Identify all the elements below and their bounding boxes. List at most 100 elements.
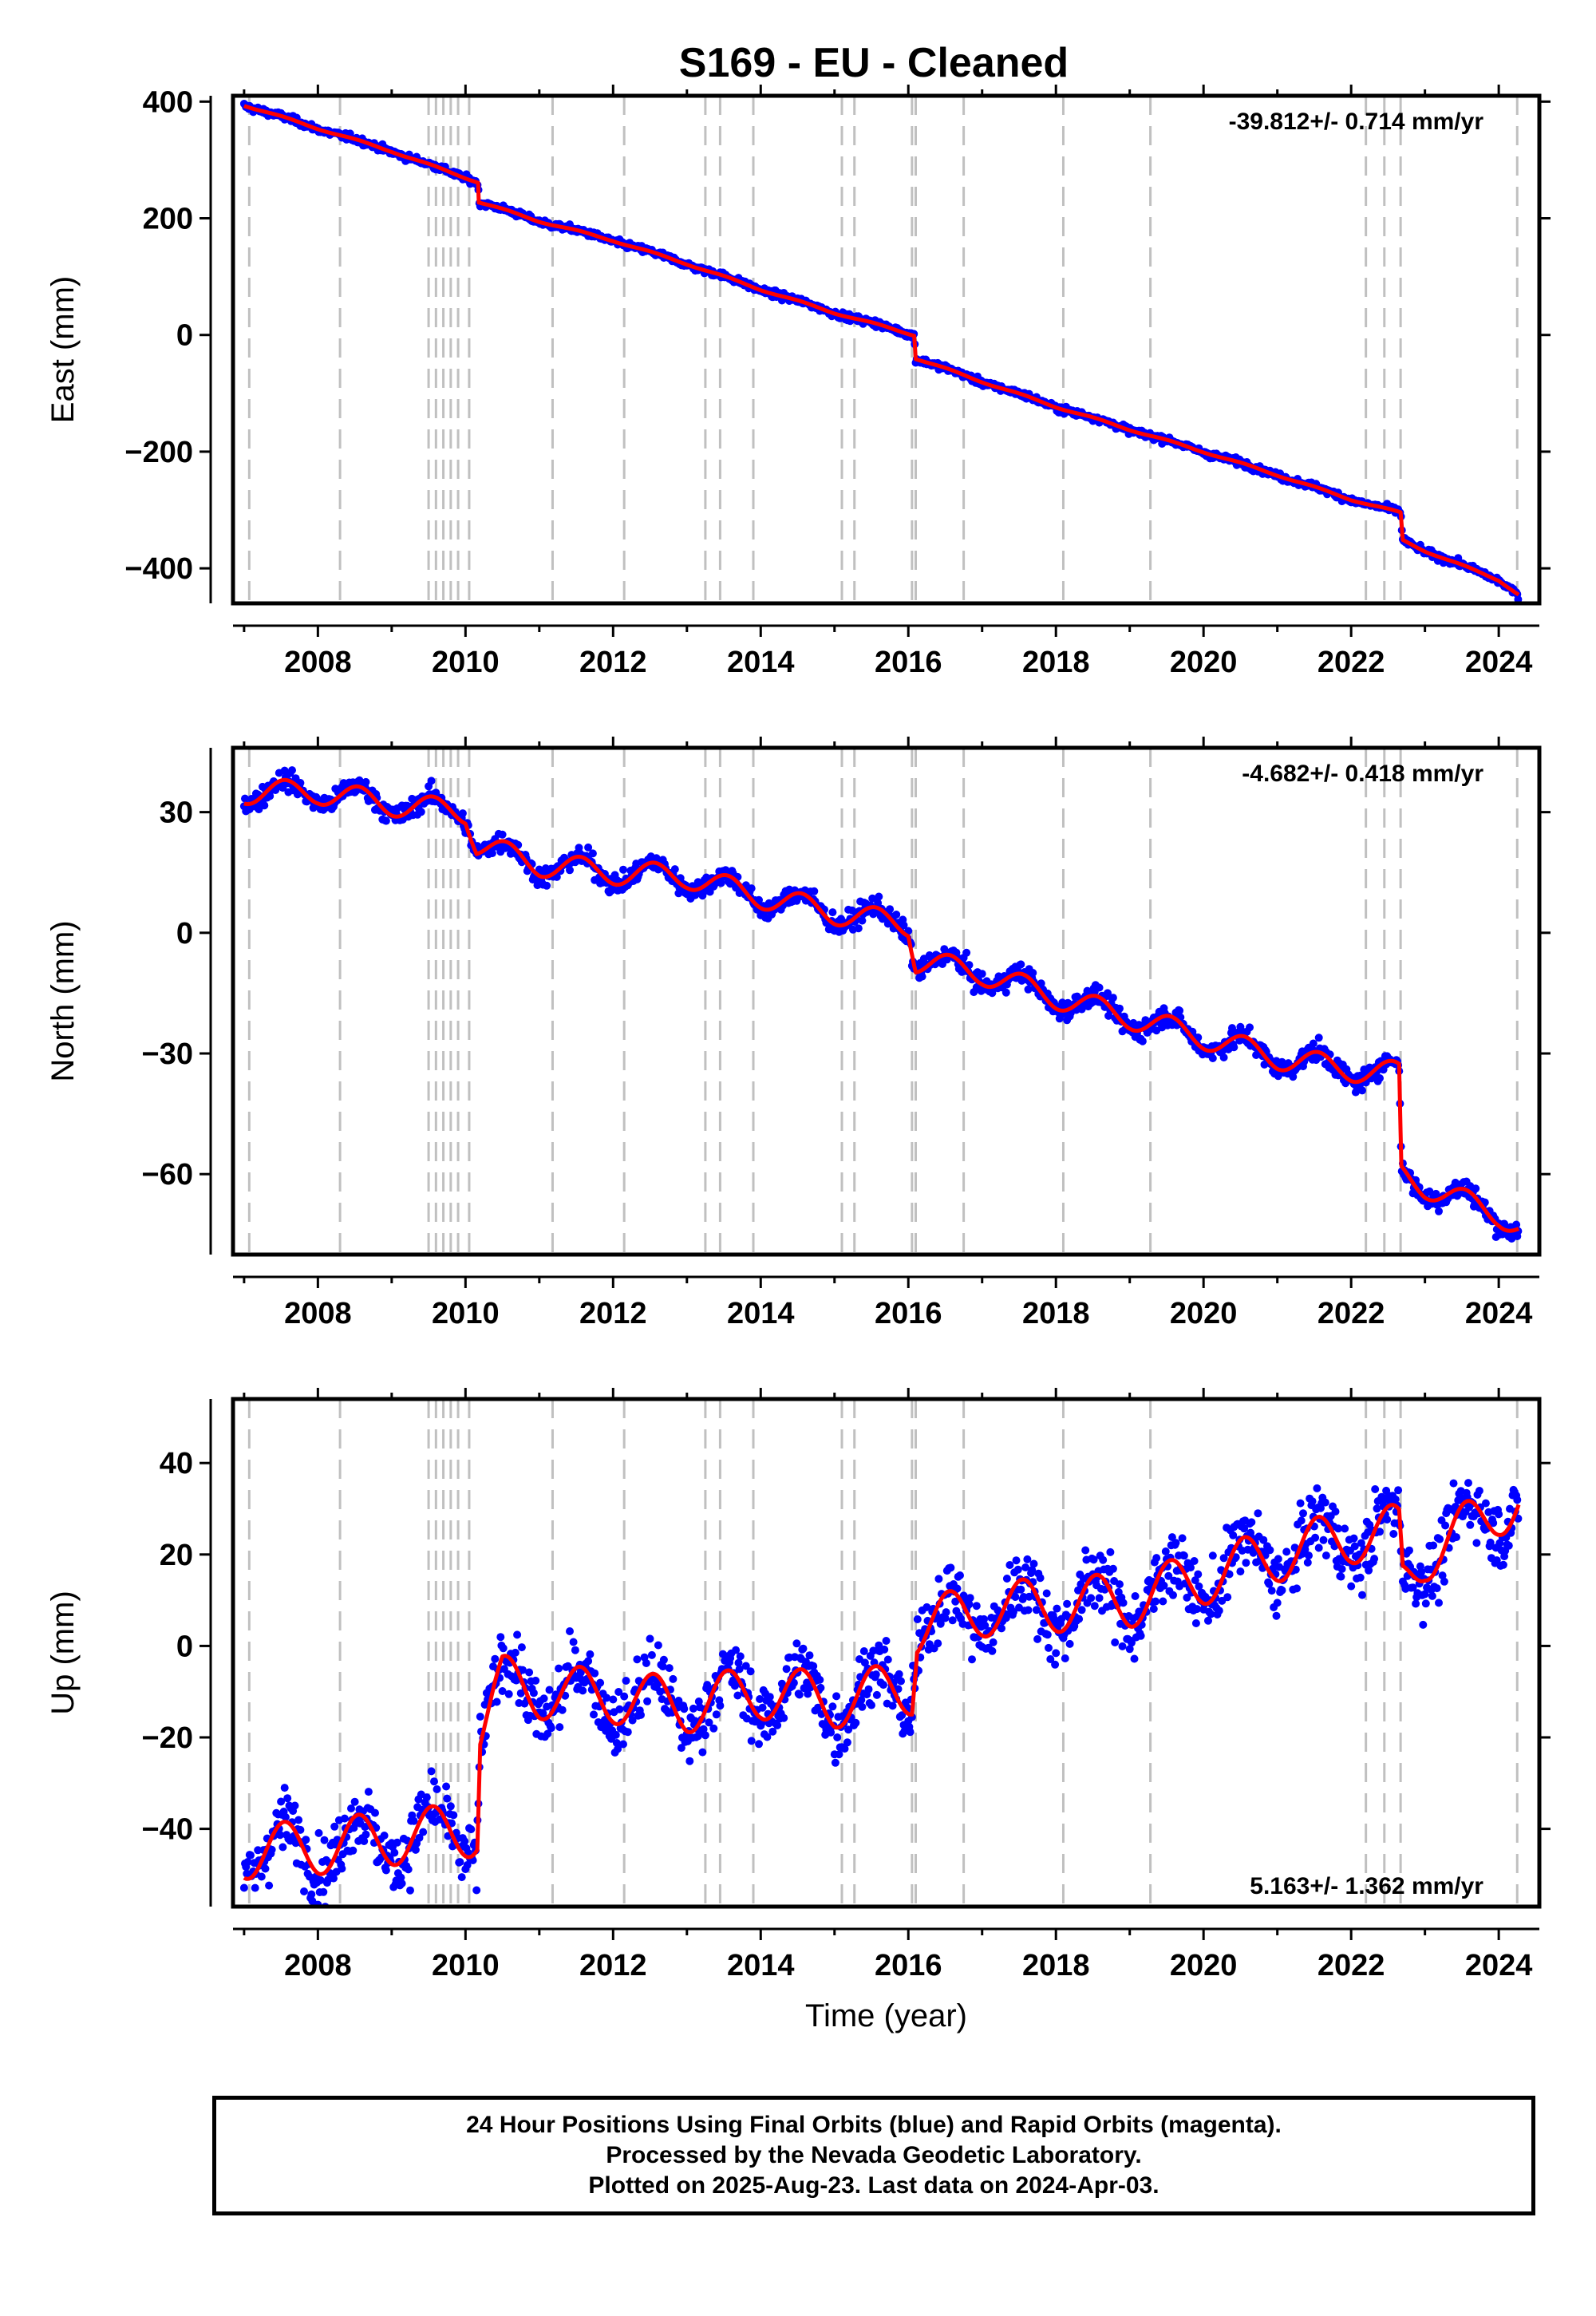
data-point bbox=[1116, 1004, 1124, 1013]
x-tick-label: 2018 bbox=[1022, 1297, 1090, 1330]
data-point bbox=[443, 1794, 452, 1803]
data-point bbox=[319, 1887, 328, 1896]
data-point bbox=[934, 1639, 942, 1648]
data-point bbox=[1005, 1561, 1014, 1569]
data-point bbox=[251, 1883, 259, 1892]
x-tick-label: 2014 bbox=[727, 646, 795, 679]
data-point bbox=[566, 866, 574, 875]
data-point bbox=[364, 1788, 373, 1796]
data-point bbox=[1024, 1606, 1033, 1614]
data-point bbox=[646, 1634, 654, 1643]
data-point bbox=[449, 1811, 458, 1820]
data-point bbox=[517, 1643, 526, 1652]
data-point bbox=[888, 1701, 897, 1710]
x-tick-label: 2008 bbox=[284, 1949, 352, 1982]
panels-group: 2008 2010 2012 2014 2016 2018 2020 2022 2024−400… bbox=[45, 85, 1551, 2033]
data-point bbox=[300, 1887, 308, 1895]
data-point bbox=[427, 1767, 436, 1776]
data-point bbox=[1419, 1620, 1428, 1629]
data-point bbox=[558, 1705, 567, 1714]
data-point bbox=[1383, 1516, 1392, 1524]
data-point bbox=[488, 849, 496, 858]
rate-label: -4.682+/- 0.418 mm/yr bbox=[1242, 761, 1483, 787]
x-tick-label: 2024 bbox=[1465, 1297, 1533, 1330]
data-point bbox=[780, 1713, 788, 1722]
data-point bbox=[1223, 1593, 1232, 1602]
footer-line-orbits: 24 Hour Positions Using Final Orbits (bl… bbox=[466, 2112, 1282, 2138]
data-point bbox=[895, 1670, 903, 1678]
data-point bbox=[1435, 1207, 1443, 1215]
data-point bbox=[998, 1624, 1005, 1633]
data-point bbox=[831, 1758, 839, 1767]
data-point bbox=[1191, 1619, 1200, 1627]
x-tick-label: 2014 bbox=[727, 1297, 795, 1330]
data-point bbox=[1152, 1554, 1161, 1563]
data-point bbox=[529, 1689, 538, 1697]
data-point bbox=[828, 1702, 837, 1711]
data-point bbox=[1432, 1584, 1441, 1593]
data-point bbox=[872, 1690, 881, 1699]
x-tick-label: 2010 bbox=[432, 1297, 500, 1330]
data-point bbox=[591, 1669, 599, 1678]
y-tick-label: 0 bbox=[176, 319, 193, 353]
data-point bbox=[433, 1785, 441, 1793]
data-point bbox=[1002, 1575, 1011, 1583]
x-tick-label: 2016 bbox=[875, 646, 942, 679]
data-point bbox=[1043, 1630, 1052, 1639]
data-point bbox=[1095, 983, 1104, 992]
data-point bbox=[851, 1718, 860, 1727]
data-point bbox=[279, 1843, 287, 1852]
data-point bbox=[330, 1822, 339, 1831]
data-point bbox=[747, 884, 756, 893]
data-point bbox=[307, 1890, 316, 1899]
data-point bbox=[456, 1858, 464, 1867]
x-axis-label: Time (year) bbox=[805, 1998, 967, 2033]
data-point bbox=[1017, 1585, 1025, 1594]
y-axis-label: East (mm) bbox=[45, 276, 81, 423]
data-point bbox=[584, 1657, 593, 1666]
data-point bbox=[460, 1837, 469, 1846]
y-axis-label: North (mm) bbox=[45, 920, 81, 1081]
data-point bbox=[685, 1757, 694, 1765]
data-point bbox=[1131, 1592, 1140, 1600]
x-tick-label: 2016 bbox=[875, 1949, 942, 1982]
data-point bbox=[897, 1677, 905, 1686]
data-point bbox=[670, 865, 679, 874]
data-point bbox=[1254, 1509, 1262, 1518]
data-point bbox=[882, 1637, 891, 1645]
y-tick-label: 20 bbox=[160, 1539, 193, 1572]
data-point bbox=[701, 1731, 709, 1740]
data-point bbox=[1111, 1638, 1120, 1646]
data-point bbox=[260, 801, 269, 810]
data-point bbox=[1499, 1560, 1507, 1569]
data-point bbox=[1230, 1043, 1238, 1052]
data-point bbox=[1087, 1594, 1096, 1603]
data-point bbox=[966, 1594, 974, 1603]
data-point bbox=[302, 1836, 310, 1844]
y-tick-label: −30 bbox=[142, 1037, 193, 1071]
x-tick-label: 2014 bbox=[727, 1949, 795, 1982]
data-point bbox=[643, 1697, 652, 1705]
data-point bbox=[280, 1784, 289, 1792]
data-point bbox=[404, 1865, 413, 1874]
data-point bbox=[946, 1563, 955, 1572]
data-point bbox=[1075, 1614, 1084, 1623]
data-point bbox=[496, 1633, 505, 1642]
data-point bbox=[290, 1801, 299, 1810]
x-tick-label: 2022 bbox=[1317, 646, 1385, 679]
data-point bbox=[1278, 1586, 1286, 1595]
data-point bbox=[555, 1664, 563, 1673]
data-point bbox=[1118, 1642, 1127, 1650]
x-tick-label: 2012 bbox=[579, 646, 647, 679]
data-point bbox=[1208, 1054, 1217, 1062]
data-point bbox=[755, 1740, 763, 1749]
data-point bbox=[1090, 1602, 1099, 1611]
data-point bbox=[1011, 1593, 1020, 1601]
data-point bbox=[1179, 1551, 1188, 1560]
data-point bbox=[1358, 1591, 1366, 1599]
rate-label: -39.812+/- 0.714 mm/yr bbox=[1229, 109, 1484, 135]
data-point bbox=[257, 1872, 266, 1881]
data-point bbox=[547, 1724, 555, 1733]
data-point bbox=[633, 1655, 642, 1664]
data-point bbox=[422, 1793, 431, 1802]
